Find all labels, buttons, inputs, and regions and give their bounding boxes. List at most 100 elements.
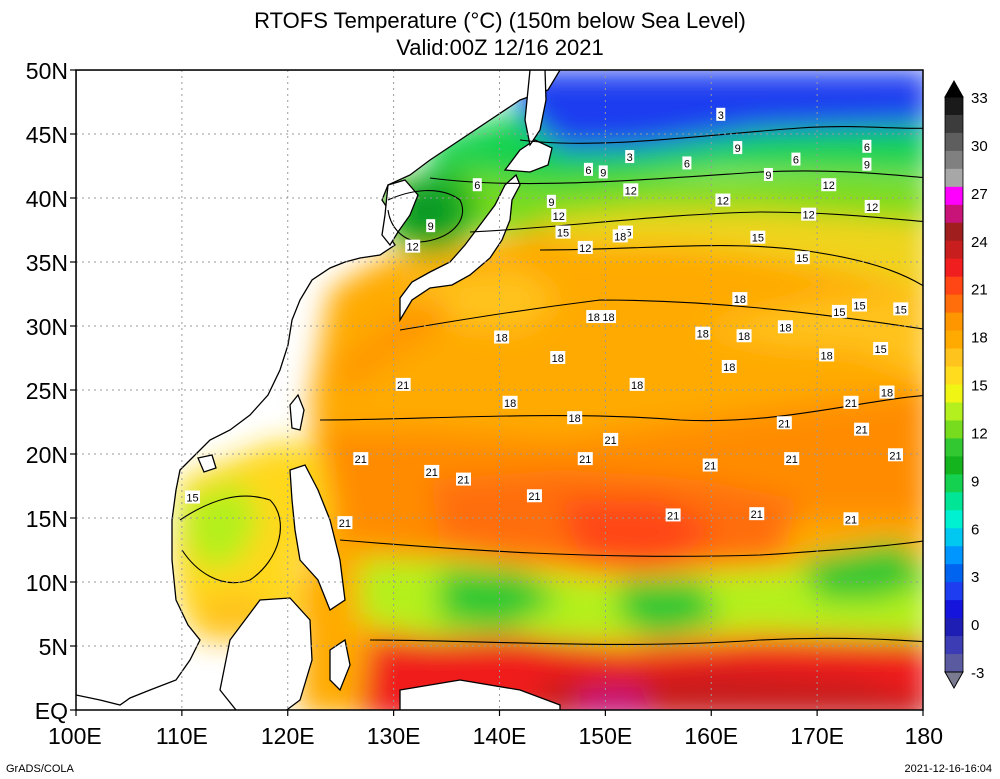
colorbar-segment <box>945 168 963 188</box>
contour-label: 21 <box>528 491 540 503</box>
contour-label: 21 <box>845 514 857 526</box>
lon-tick-label: 160E <box>684 723 738 749</box>
contour-label: 15 <box>557 228 569 240</box>
colorbar-segment <box>945 150 963 170</box>
isotherm-9-soj <box>387 189 463 243</box>
colorbar-label: 30 <box>971 138 988 155</box>
contour-label-box <box>893 302 909 316</box>
contour-label: 9 <box>600 167 606 179</box>
asian-mainland <box>76 70 561 706</box>
lat-tick-label: 30N <box>26 314 68 340</box>
lon-tick-label: 100E <box>48 723 102 749</box>
contour-label-box <box>577 240 593 254</box>
contour-label: 12 <box>803 210 815 222</box>
contour-label: 15 <box>853 301 865 313</box>
isotherm-6 <box>519 126 923 144</box>
contour-label-box <box>682 156 692 170</box>
contour-label: 12 <box>866 202 878 214</box>
contour-label: 21 <box>355 454 367 466</box>
colorbar-label: 27 <box>971 186 988 203</box>
contour-label-box <box>550 351 566 364</box>
contour-label: 6 <box>474 180 480 192</box>
contour-label-box <box>665 508 681 522</box>
contour-label: 15 <box>796 253 808 265</box>
contour-label: 18 <box>631 380 643 392</box>
colorbar-label: 6 <box>971 521 979 538</box>
sulawesi <box>329 638 351 692</box>
colorbar-segment <box>945 528 963 547</box>
contour-label: 9 <box>548 197 554 209</box>
contour-label: 21 <box>845 398 857 410</box>
contour-label-box <box>623 183 639 197</box>
contour-label-box <box>843 512 859 526</box>
contour-label: 21 <box>751 509 763 521</box>
colorbar-segment <box>945 564 963 583</box>
contour-label-box <box>879 385 895 399</box>
colorbar-label: 24 <box>971 234 988 251</box>
contour-label: 18 <box>723 362 735 374</box>
colorbar-frame <box>944 96 964 673</box>
contour-label: 15 <box>833 307 845 319</box>
contour-label: 18 <box>614 231 626 243</box>
contour-label: 21 <box>889 450 901 462</box>
contour-label: 12 <box>717 196 729 208</box>
new-guinea <box>399 679 561 710</box>
contour-label-box <box>763 167 773 181</box>
philippines <box>289 464 346 611</box>
contour-label-box <box>784 452 800 466</box>
lat-tick-label: 20N <box>26 442 68 468</box>
contour-label-box <box>353 452 369 466</box>
contour-label-box <box>577 452 593 466</box>
contour-label-box <box>854 422 870 436</box>
colorbar-label: 15 <box>971 378 988 395</box>
colorbar-segment <box>945 438 963 457</box>
contour-label-box <box>750 230 766 244</box>
colorbar-segment <box>945 474 963 493</box>
borneo <box>219 597 313 710</box>
colorbar-segment <box>945 582 963 601</box>
contour-label: 15 <box>895 304 907 316</box>
land-masses <box>76 70 561 710</box>
lat-tick-label: 50N <box>26 58 68 84</box>
sakhalin <box>524 70 547 147</box>
contour-label-box <box>776 416 792 430</box>
isotherm-9 <box>429 170 923 185</box>
contour-label: 18 <box>734 294 746 306</box>
colorbar-segment <box>945 384 963 403</box>
contour-label: 9 <box>765 170 771 182</box>
contour-label: 21 <box>704 461 716 473</box>
contour-label: 6 <box>585 165 591 177</box>
credit-label: GrADS/COLA <box>6 763 74 775</box>
contour-label-box <box>555 225 571 239</box>
isotherm-12 <box>469 211 923 233</box>
contour-label: 21 <box>579 454 591 466</box>
contour-label-box <box>551 208 567 222</box>
contour-label-box <box>494 330 510 344</box>
contour-label: 21 <box>426 467 438 479</box>
lon-tick-label: 140E <box>473 723 527 749</box>
colorbar-segment <box>945 636 963 655</box>
contour-label-box <box>586 310 602 324</box>
contour-label: 21 <box>778 418 790 430</box>
contour-label-box <box>736 329 752 343</box>
contour-label-box <box>426 219 436 233</box>
colorbar-segment <box>945 294 963 314</box>
contour-label: 21 <box>397 380 409 392</box>
contour-label: 21 <box>339 518 351 530</box>
contour-label: 6 <box>793 155 799 167</box>
colorbar-segment <box>945 654 963 673</box>
colorbar-segment <box>945 240 963 260</box>
isotherm-18 <box>399 299 923 331</box>
lon-tick-label: 170E <box>790 723 844 749</box>
colorbar-segment <box>945 618 963 637</box>
contour-label: 12 <box>823 180 835 192</box>
contour-label-box <box>472 178 482 192</box>
contour-label: 18 <box>504 398 516 410</box>
contour-label: 6 <box>684 158 690 170</box>
colorbar-segment <box>945 546 963 565</box>
contour-label-box <box>864 199 880 213</box>
lon-tick-label: 180 <box>905 723 943 749</box>
colorbar-segment <box>945 312 963 332</box>
contour-label-box <box>715 193 731 207</box>
